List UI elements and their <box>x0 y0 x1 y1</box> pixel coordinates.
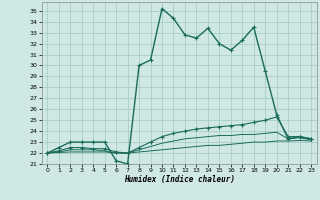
X-axis label: Humidex (Indice chaleur): Humidex (Indice chaleur) <box>124 175 235 184</box>
